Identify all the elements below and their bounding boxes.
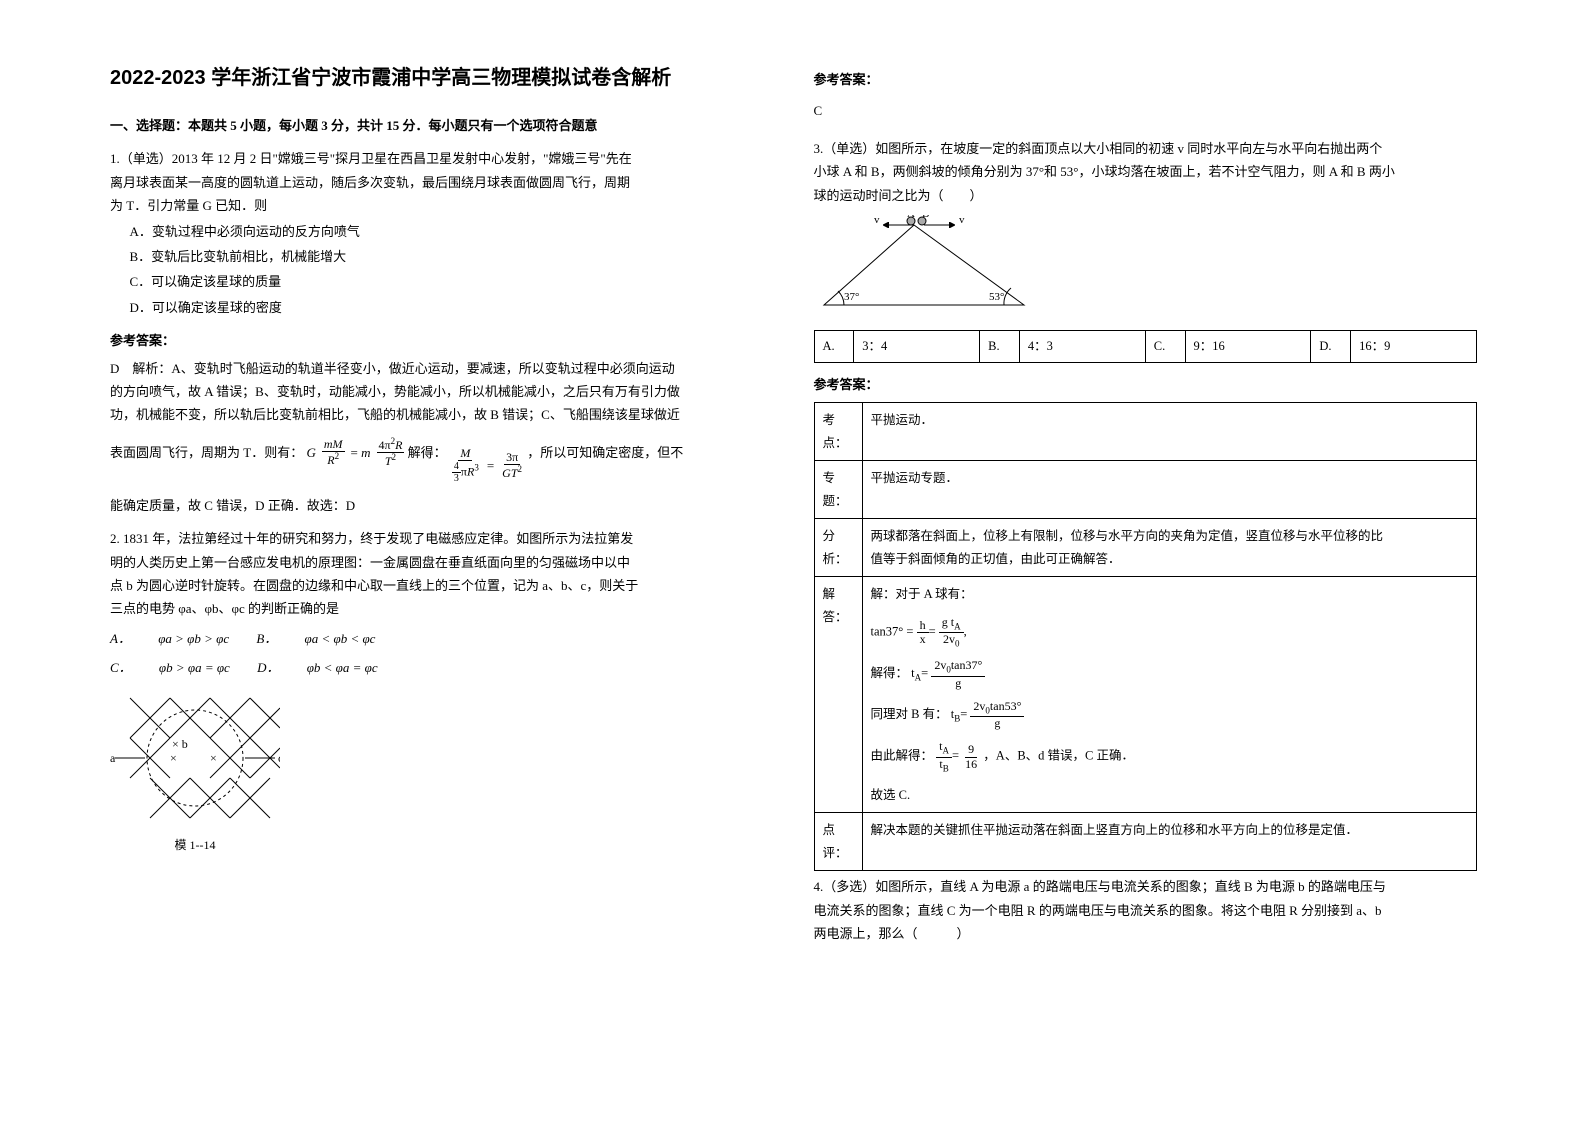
- q1-stem-1: 1.（单选）2013 年 12 月 2 日"嫦娥三号"探月卫星在西昌卫星发射中心…: [110, 147, 774, 170]
- svg-text:×: ×: [170, 751, 177, 765]
- q2-C-label: C．: [110, 660, 132, 675]
- q3-B-lbl: B.: [980, 331, 1020, 363]
- q2-1: 2. 1831 年，法拉第经过十年的研究和努力，终于发现了电磁感应定律。如图所示…: [110, 527, 774, 550]
- jieda-formula-4: 由此解得： tAtB= 916 ，A、B、d 错误，C 正确．: [871, 740, 1469, 774]
- tbl-fenxi-2: 值等于斜面倾角的正切值，由此可正确解答．: [871, 552, 1121, 566]
- answer-heading-3: 参考答案：: [814, 373, 1478, 396]
- svg-text:× b: × b: [172, 737, 188, 751]
- q1-ans-2: 的方向喷气，故 A 错误；B、变轨时，动能减小，势能减小，所以机械能减小，之后只…: [110, 380, 774, 403]
- q2-2: 明的人类历史上第一台感应发电机的原理图：一金属圆盘在垂直纸面向里的匀强磁场中以中: [110, 551, 774, 574]
- q3-B-val: 4：3: [1019, 331, 1145, 363]
- q2-A-val: φa > φb > φc: [158, 631, 229, 646]
- q2-B-label: B．: [256, 631, 277, 646]
- question-1: 1.（单选）2013 年 12 月 2 日"嫦娥三号"探月卫星在西昌卫星发射中心…: [110, 147, 774, 319]
- left-column: 2022-2023 学年浙江省宁波市霞浦中学高三物理模拟试卷含解析 一、选择题：…: [90, 60, 794, 1062]
- q1-opt-b: B．变轨后比变轨前相比，机械能增大: [130, 245, 774, 268]
- q3-2: 小球 A 和 B，两侧斜坡的倾角分别为 37°和 53°，小球均落在坡面上，若不…: [814, 160, 1478, 183]
- q3-1: 3.（单选）如图所示，在坡度一定的斜面顶点以大小相同的初速 v 同时水平向左与水…: [814, 137, 1478, 160]
- tbl-kaodian-label: 考点：: [814, 403, 862, 461]
- q3-D-val: 16：9: [1351, 331, 1477, 363]
- q3-C-val: 9：16: [1185, 331, 1311, 363]
- tbl-dianping-val: 解决本题的关键抓住平抛运动落在斜面上竖直方向上的位移和水平方向上的位移是定值．: [862, 813, 1477, 871]
- svg-text:v: v: [959, 215, 965, 226]
- tbl-fenxi-label: 分析：: [814, 519, 862, 577]
- tbl-zhuanti-val: 平抛运动专题．: [862, 461, 1477, 519]
- q1-ans-4a: 表面圆周飞行，周期为 T．则有：: [110, 445, 303, 460]
- svg-text:v: v: [874, 215, 880, 226]
- q1-opt-d: D．可以确定该星球的密度: [130, 296, 774, 319]
- jieda-formula-1: tan37° = hx= g tA2v0,: [871, 616, 1469, 650]
- q2-D-val: φb < φa = φc: [307, 660, 378, 675]
- q3-C-lbl: C.: [1145, 331, 1185, 363]
- jieda-5b: ，A、B、d 错误，C 正确．: [983, 749, 1134, 763]
- q2-3: 点 b 为圆心逆时针旋转。在圆盘的边缘和中心取一直线上的三个位置，记为 a、b、…: [110, 574, 774, 597]
- section-1-heading: 一、选择题：本题共 5 小题，每小题 3 分，共计 15 分．每小题只有一个选项…: [110, 114, 774, 137]
- q3-diagram: v v A B 37° 53°: [814, 215, 1478, 322]
- jieda-formula-2: 解得： tA= 2v0tan37°g: [871, 659, 1469, 689]
- q1-formula-1: G mMR2 = m 4π2RT2: [306, 437, 404, 468]
- tbl-jieda-label: 解答：: [814, 577, 862, 813]
- q1-opt-c: C．可以确定该星球的质量: [130, 270, 774, 293]
- right-column: 参考答案： C 3.（单选）如图所示，在坡度一定的斜面顶点以大小相同的初速 v …: [794, 60, 1498, 1062]
- svg-text:A: A: [907, 215, 915, 220]
- q3-3: 球的运动时间之比为（ ）: [814, 184, 1478, 207]
- q1-stem-2: 离月球表面某一高度的圆轨道上运动，随后多次变轨，最后围绕月球表面做圆周飞行，周期: [110, 171, 774, 194]
- q3-D-lbl: D.: [1311, 331, 1351, 363]
- tbl-dianping-label: 点评：: [814, 813, 862, 871]
- answer-heading-2: 参考答案：: [814, 68, 1478, 91]
- jieda-2a: tan37° =: [871, 624, 914, 638]
- question-4: 4.（多选）如图所示，直线 A 为电源 a 的路端电压与电流关系的图象；直线 B…: [814, 875, 1478, 945]
- jieda-3a: 解得：: [871, 666, 909, 680]
- svg-text:a: a: [110, 751, 116, 765]
- q2-A-label: A．: [110, 631, 131, 646]
- q2-4: 三点的电势 φa、φb、φc 的判断正确的是: [110, 597, 774, 620]
- jieda-1: 解：对于 A 球有：: [871, 583, 1469, 606]
- svg-text:37°: 37°: [844, 291, 859, 303]
- svg-text:c: c: [278, 751, 280, 765]
- q3-answer-table: 考点： 平抛运动． 专题： 平抛运动专题． 分析： 两球都落在斜面上，位移上有限…: [814, 402, 1478, 871]
- q1-answer: D 解析：A、变轨时飞船运动的轨道半径变小，做近心运动，要减速，所以变轨过程中必…: [110, 357, 774, 518]
- q4-2: 电流关系的图象；直线 C 为一个电阻 R 的两端电压与电流关系的图象。将这个电阻…: [814, 899, 1478, 922]
- svg-text:B: B: [922, 215, 929, 220]
- q2-answer: C: [814, 99, 1478, 122]
- jieda-6: 故选 C.: [871, 784, 1469, 807]
- question-2: 2. 1831 年，法拉第经过十年的研究和努力，终于发现了电磁感应定律。如图所示…: [110, 527, 774, 856]
- q2-options-row2: C． φb > φa = φc D． φb < φa = φc: [110, 656, 774, 679]
- tbl-jieda-body: 解：对于 A 球有： tan37° = hx= g tA2v0, 解得： tA=…: [862, 577, 1477, 813]
- tbl-zhuanti-label: 专题：: [814, 461, 862, 519]
- q2-options-row1: A． φa > φb > φc B． φa < φb < φc: [110, 627, 774, 650]
- q3-A-lbl: A.: [814, 331, 854, 363]
- q1-ans-1: D 解析：A、变轨时飞船运动的轨道半径变小，做近心运动，要减速，所以变轨过程中必…: [110, 357, 774, 380]
- jieda-5a: 由此解得：: [871, 749, 934, 763]
- tbl-kaodian-val: 平抛运动．: [862, 403, 1477, 461]
- tbl-fenxi-1: 两球都落在斜面上，位移上有限制，位移与水平方向的夹角为定值，竖直位移与水平位移的…: [871, 529, 1384, 543]
- q4-1: 4.（多选）如图所示，直线 A 为电源 a 的路端电压与电流关系的图象；直线 B…: [814, 875, 1478, 898]
- jieda-4a: 同理对 B 有：: [871, 707, 948, 721]
- q1-formula-line: 表面圆周飞行，周期为 T．则有： G mMR2 = m 4π2RT2 解得： M…: [110, 437, 774, 484]
- q1-opt-a: A．变轨过程中必须向运动的反方向喷气: [130, 220, 774, 243]
- q2-C-val: φb > φa = φc: [159, 660, 230, 675]
- svg-text:×: ×: [210, 751, 217, 765]
- q1-stem-3: 为 T．引力常量 G 已知．则: [110, 194, 774, 217]
- q1-ans-4c: ，所以可知确定密度，但不: [527, 445, 683, 460]
- q3-choice-table: A. 3：4 B. 4：3 C. 9：16 D. 16：9: [814, 330, 1478, 363]
- q3-A-val: 3：4: [854, 331, 980, 363]
- svg-text:53°: 53°: [989, 291, 1004, 303]
- q1-options: A．变轨过程中必须向运动的反方向喷气 B．变轨后比变轨前相比，机械能增大 C．可…: [130, 220, 774, 320]
- q2-D-label: D．: [257, 660, 279, 675]
- q2-caption: 模 1--14: [110, 835, 280, 857]
- q1-ans-3: 功，机械能不变，所以轨后比变轨前相比，飞船的机械能减小，故 B 错误；C、飞船围…: [110, 403, 774, 426]
- jieda-formula-3: 同理对 B 有： tB= 2v0tan53°g: [871, 700, 1469, 730]
- tbl-fenxi-val: 两球都落在斜面上，位移上有限制，位移与水平方向的夹角为定值，竖直位移与水平位移的…: [862, 519, 1477, 577]
- q4-3: 两电源上，那么（ ）: [814, 922, 1478, 945]
- question-3: 3.（单选）如图所示，在坡度一定的斜面顶点以大小相同的初速 v 同时水平向左与水…: [814, 137, 1478, 363]
- q2-diagram: a × b × × c 模 1--14: [110, 688, 774, 857]
- q1-formula-2: M43πR3 = 3πGT2: [450, 447, 524, 484]
- q2-B-val: φa < φb < φc: [305, 631, 376, 646]
- page-title: 2022-2023 学年浙江省宁波市霞浦中学高三物理模拟试卷含解析: [110, 60, 774, 96]
- q1-ans-4b: 解得：: [408, 445, 447, 460]
- answer-heading-1: 参考答案：: [110, 329, 774, 352]
- q1-ans-5: 能确定质量，故 C 错误，D 正确．故选：D: [110, 494, 774, 517]
